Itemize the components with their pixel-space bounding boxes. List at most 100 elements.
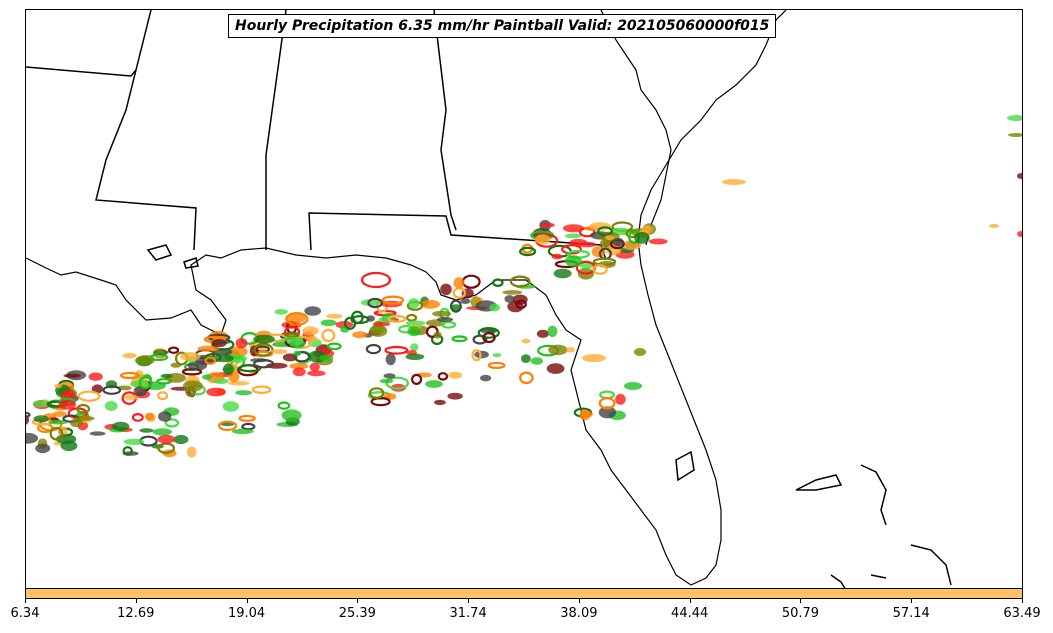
state-border-ms-al: [265, 10, 287, 250]
precip-blob: [449, 304, 463, 311]
precip-blob: [451, 335, 468, 343]
precip-blob: [1007, 115, 1022, 121]
map-title: Hourly Precipitation 6.35 mm/hr Paintbal…: [228, 14, 777, 38]
precip-blob: [447, 392, 463, 400]
precip-blob: [213, 378, 229, 384]
precip-blob: [204, 356, 217, 365]
precip-blob: [285, 313, 306, 324]
lake-la: [183, 257, 199, 269]
state-border-ar-la: [26, 66, 197, 251]
precip-blob: [368, 387, 385, 399]
colorbar-tick-label: 63.49: [1003, 606, 1041, 621]
precip-blob: [360, 271, 392, 289]
precip-blob: [385, 353, 396, 366]
precip-blob: [624, 382, 642, 390]
precip-blob: [326, 342, 342, 351]
precip-blob: [35, 443, 51, 454]
precip-blob: [274, 309, 288, 315]
precip-blob: [168, 346, 180, 354]
precip-blob: [384, 345, 409, 355]
precip-blob: [54, 383, 63, 389]
precip-blob: [591, 246, 606, 258]
precip-blob: [58, 399, 76, 410]
precip-blob: [548, 344, 568, 356]
precip-blob: [309, 362, 320, 372]
precip-blob: [33, 415, 49, 423]
precip-blob: [383, 373, 396, 379]
precip-blob: [530, 357, 544, 365]
precip-blob: [139, 428, 154, 433]
precip-blob: [434, 399, 446, 406]
atlantic-coastline: [600, 10, 672, 246]
precip-blob: [379, 378, 394, 384]
precip-blob: [253, 359, 275, 369]
precip-blob: [253, 342, 274, 357]
precip-blob: [565, 347, 576, 353]
precip-blob: [76, 403, 91, 414]
precip-blob: [361, 299, 381, 307]
precip-blob: [489, 303, 501, 312]
cuba-coast: [910, 544, 952, 586]
precip-blob: [471, 349, 482, 362]
precip-blob: [293, 350, 302, 357]
precip-blob: [492, 278, 504, 288]
precip-blob: [235, 390, 253, 396]
precip-blob: [123, 438, 145, 445]
precip-blob: [228, 381, 250, 386]
colorbar-tick-label: 38.09: [560, 606, 598, 621]
colorbar-tick-label: 31.74: [449, 606, 487, 621]
map-canvas: [26, 10, 1022, 588]
precip-blob: [152, 428, 172, 436]
precip-blob: [326, 313, 343, 319]
precip-blob: [420, 299, 441, 309]
precip-blob: [235, 338, 248, 349]
precip-blob: [48, 419, 68, 425]
precip-blob: [320, 319, 337, 327]
precip-blob: [282, 353, 298, 362]
gulf-coastline: [26, 10, 787, 586]
precip-blob: [989, 224, 999, 228]
precip-blob: [369, 325, 388, 337]
precip-blob: [89, 431, 106, 436]
precip-blob: [563, 224, 584, 233]
precip-blob: [26, 432, 39, 444]
precip-blob: [519, 371, 534, 385]
precip-blob: [158, 411, 172, 422]
precip-blob: [433, 331, 442, 339]
precip-blob: [102, 385, 122, 395]
precip-blob: [432, 310, 452, 317]
precip-blob: [112, 421, 130, 431]
precip-blob: [648, 238, 668, 245]
precip-blob: [579, 410, 593, 418]
precipitation-contours: [26, 115, 1022, 458]
precip-blob: [504, 295, 515, 303]
precip-blob: [540, 222, 555, 228]
precip-blob: [534, 234, 551, 245]
precip-blob: [560, 244, 582, 255]
precip-blob: [157, 434, 175, 444]
precip-blob: [564, 233, 582, 239]
precip-blob: [592, 257, 617, 266]
colorbar-tick: [357, 599, 359, 603]
precip-blob: [521, 338, 531, 344]
precip-blob: [492, 353, 502, 358]
colorbar-tick: [689, 599, 691, 603]
precip-blob: [122, 352, 137, 359]
precip-blob: [218, 420, 238, 431]
precip-blob: [292, 367, 306, 377]
precip-blob: [170, 362, 182, 368]
precip-blob: [304, 306, 322, 316]
precip-blob: [306, 335, 318, 342]
precip-blob: [231, 428, 254, 435]
precip-blob: [592, 264, 608, 275]
precip-blob: [63, 373, 81, 378]
precip-blob: [477, 327, 500, 339]
precip-blob: [373, 322, 391, 327]
colorbar-tick-label: 12.69: [117, 606, 155, 621]
precip-blob: [213, 354, 234, 363]
colorbar-tick: [135, 599, 137, 603]
precip-blob: [405, 353, 425, 360]
precip-blob: [453, 277, 465, 289]
precip-blob: [160, 373, 173, 379]
precip-blob: [425, 380, 443, 388]
